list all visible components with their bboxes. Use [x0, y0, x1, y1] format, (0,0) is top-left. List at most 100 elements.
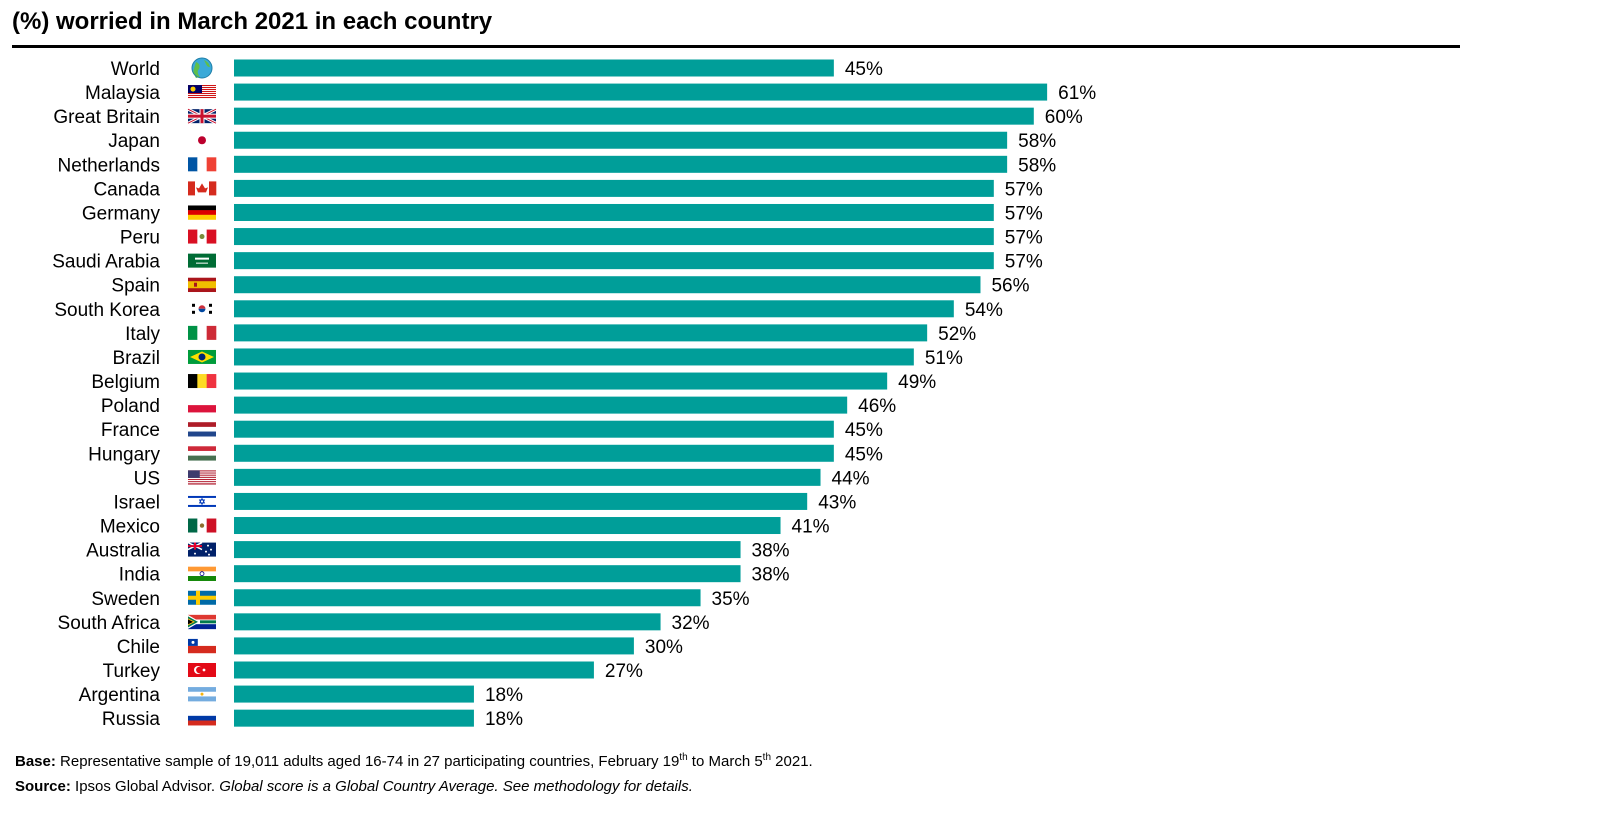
flag-turkey-icon — [188, 663, 216, 677]
category-label: Saudi Arabia — [52, 252, 160, 273]
bar-row: Netherlands 58% — [58, 155, 1057, 176]
bar-row: Japan 58% — [108, 131, 1056, 152]
value-label: 44% — [832, 468, 870, 489]
flag-us-icon — [188, 470, 216, 485]
bar-row: Mexico 41% — [100, 517, 830, 538]
value-label: 56% — [991, 276, 1029, 297]
value-label: 41% — [792, 517, 830, 538]
bar — [234, 685, 474, 703]
bar-row: Brazil 51% — [112, 348, 962, 369]
category-label: Italy — [125, 324, 160, 345]
category-label: Australia — [86, 541, 160, 562]
category-label: Israel — [114, 492, 160, 513]
value-label: 60% — [1045, 107, 1083, 128]
flag-japan-icon — [188, 133, 216, 148]
bar — [234, 324, 928, 342]
category-label: South Korea — [54, 300, 160, 321]
bar — [234, 661, 594, 679]
flag-russia-icon — [188, 711, 216, 726]
bar — [234, 155, 1008, 173]
bar — [234, 468, 821, 486]
value-label: 45% — [845, 420, 883, 441]
category-label: Argentina — [79, 685, 161, 706]
flag-india-icon — [188, 566, 216, 581]
category-label: Belgium — [91, 372, 160, 393]
footnote-base: Base: Representative sample of 19,011 ad… — [15, 752, 813, 771]
bar — [234, 589, 701, 607]
value-label: 57% — [1005, 252, 1043, 273]
bar — [234, 228, 994, 246]
flag-australia-icon — [187, 541, 216, 557]
flag-canada-icon — [188, 181, 217, 196]
value-label: 45% — [845, 444, 883, 465]
value-label: 46% — [858, 396, 896, 417]
value-label: 18% — [485, 685, 523, 706]
flag-netherlands-icon — [188, 422, 216, 437]
flag-south-africa-icon — [188, 614, 216, 630]
value-label: 38% — [752, 565, 790, 586]
flag-chile-icon — [188, 638, 216, 654]
bar — [234, 565, 741, 583]
bar — [234, 637, 634, 655]
flag-saudi-arabia-icon — [188, 253, 216, 268]
bar-row: Spain 56% — [111, 276, 1029, 297]
value-label: 49% — [898, 372, 936, 393]
bar-row: US 44% — [134, 468, 870, 489]
value-label: 43% — [818, 492, 856, 513]
category-label: France — [101, 420, 160, 441]
value-label: 30% — [645, 637, 683, 658]
bar-row: Saudi Arabia 57% — [52, 252, 1043, 273]
value-label: 57% — [1005, 179, 1043, 200]
flag-hungary-icon — [188, 446, 216, 461]
flag-great-britain-icon — [187, 107, 217, 125]
title-divider — [12, 45, 1460, 48]
bar — [234, 541, 741, 559]
bar-row: Russia 18% — [102, 709, 523, 730]
bar-row: Australia 38% — [86, 541, 790, 562]
bar — [234, 348, 914, 366]
category-label: Brazil — [112, 348, 160, 369]
flag-israel-icon — [188, 494, 216, 509]
bar-row: Belgium 49% — [91, 372, 936, 393]
flag-spain-icon — [188, 277, 216, 293]
bar-row: Argentina 18% — [79, 685, 523, 706]
bar-row: Great Britain 60% — [53, 107, 1083, 128]
source-note: Global score is a Global Country Average… — [219, 778, 693, 795]
category-label: Peru — [120, 228, 160, 249]
flag-brazil-icon — [188, 349, 216, 364]
value-label: 38% — [752, 541, 790, 562]
category-label: Turkey — [103, 661, 161, 682]
value-label: 18% — [485, 709, 523, 730]
category-label: Mexico — [100, 517, 160, 538]
category-label: Poland — [101, 396, 160, 417]
value-label: 27% — [605, 661, 643, 682]
flag-poland-icon — [188, 398, 216, 413]
bar-row: Italy 52% — [125, 324, 976, 345]
flag-france-icon — [188, 157, 217, 172]
bar — [234, 59, 834, 77]
value-label: 51% — [925, 348, 963, 369]
flag-argentina-icon — [188, 687, 216, 702]
value-label: 52% — [938, 324, 976, 345]
source-label: Source: — [15, 778, 71, 795]
category-label: Chile — [117, 637, 160, 658]
value-label: 54% — [965, 300, 1003, 321]
value-label: 58% — [1018, 131, 1056, 152]
bar — [234, 709, 474, 727]
category-label: Malaysia — [85, 83, 160, 104]
bar-row: Malaysia 61% — [85, 83, 1096, 104]
bar — [234, 203, 994, 221]
base-label: Base: — [15, 753, 56, 770]
category-label: Germany — [82, 203, 161, 224]
base-sup-1: th — [679, 752, 688, 763]
bar — [234, 276, 981, 294]
bar — [234, 396, 848, 414]
value-label: 61% — [1058, 83, 1096, 104]
bar-row: Turkey 27% — [103, 661, 643, 682]
flag-mexico-icon — [188, 518, 217, 533]
bar — [234, 179, 994, 197]
bar-row: South Korea 54% — [54, 300, 1003, 321]
value-label: 45% — [845, 59, 883, 80]
bar — [234, 420, 834, 438]
bar — [234, 107, 1034, 125]
